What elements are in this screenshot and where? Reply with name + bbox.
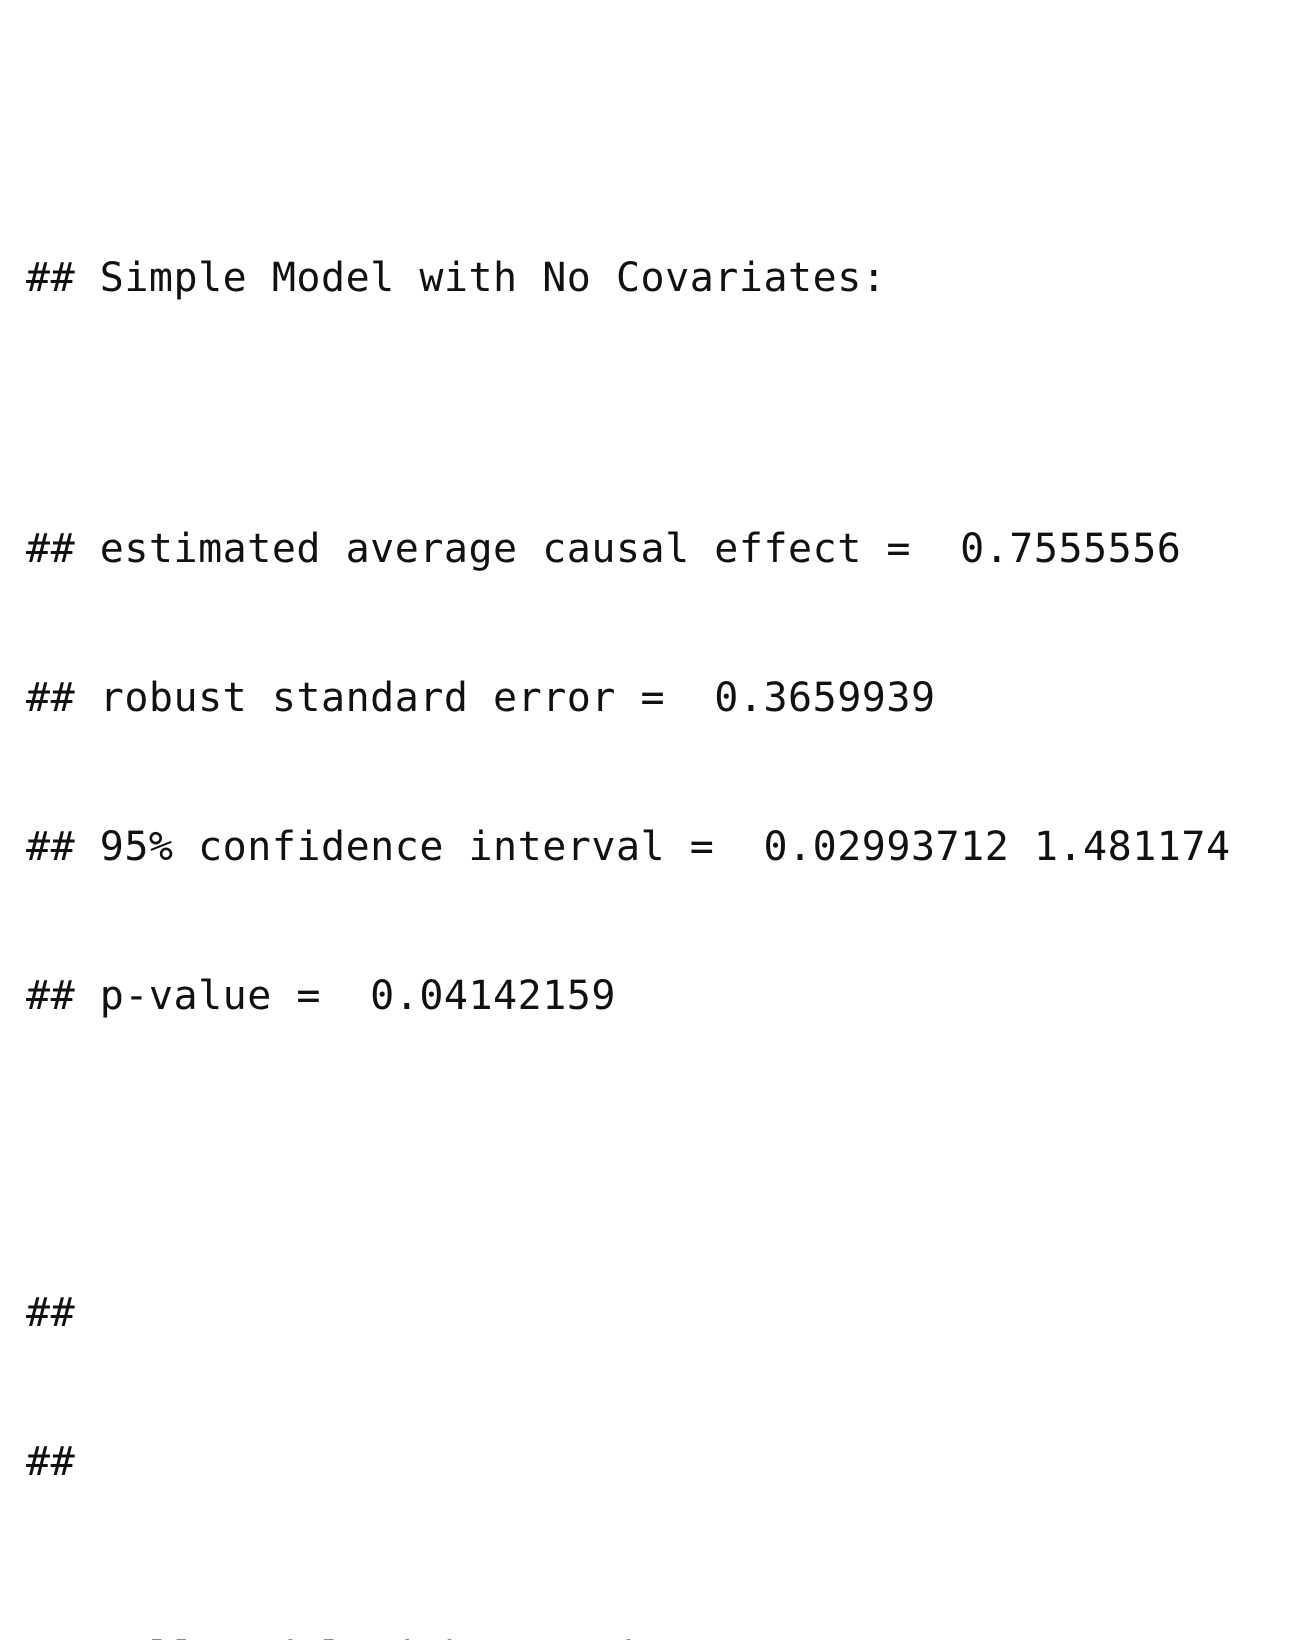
simple-model-std-error: ## robust standard error = 0.3659939 [26,675,936,721]
separator-line-1: ## [26,1290,76,1336]
simple-model-heading: ## Simple Model with No Covariates: [26,255,887,301]
r-console-output: ## Simple Model with No Covariates: ## e… [26,0,1255,1640]
simple-model-effect: ## estimated average causal effect = 0.7… [26,526,1182,572]
simple-model-confidence-interval: ## 95% confidence interval = 0.02993712 … [26,824,1231,870]
simple-model-p-value: ## p-value = 0.04142159 [26,973,616,1019]
separator-line-2: ## [26,1439,76,1485]
full-model-heading: ## Full Model with Covariates: [26,1629,1255,1640]
